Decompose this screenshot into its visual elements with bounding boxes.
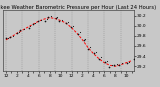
Title: Milwaukee Weather Barometric Pressure per Hour (Last 24 Hours): Milwaukee Weather Barometric Pressure pe… — [0, 5, 156, 10]
